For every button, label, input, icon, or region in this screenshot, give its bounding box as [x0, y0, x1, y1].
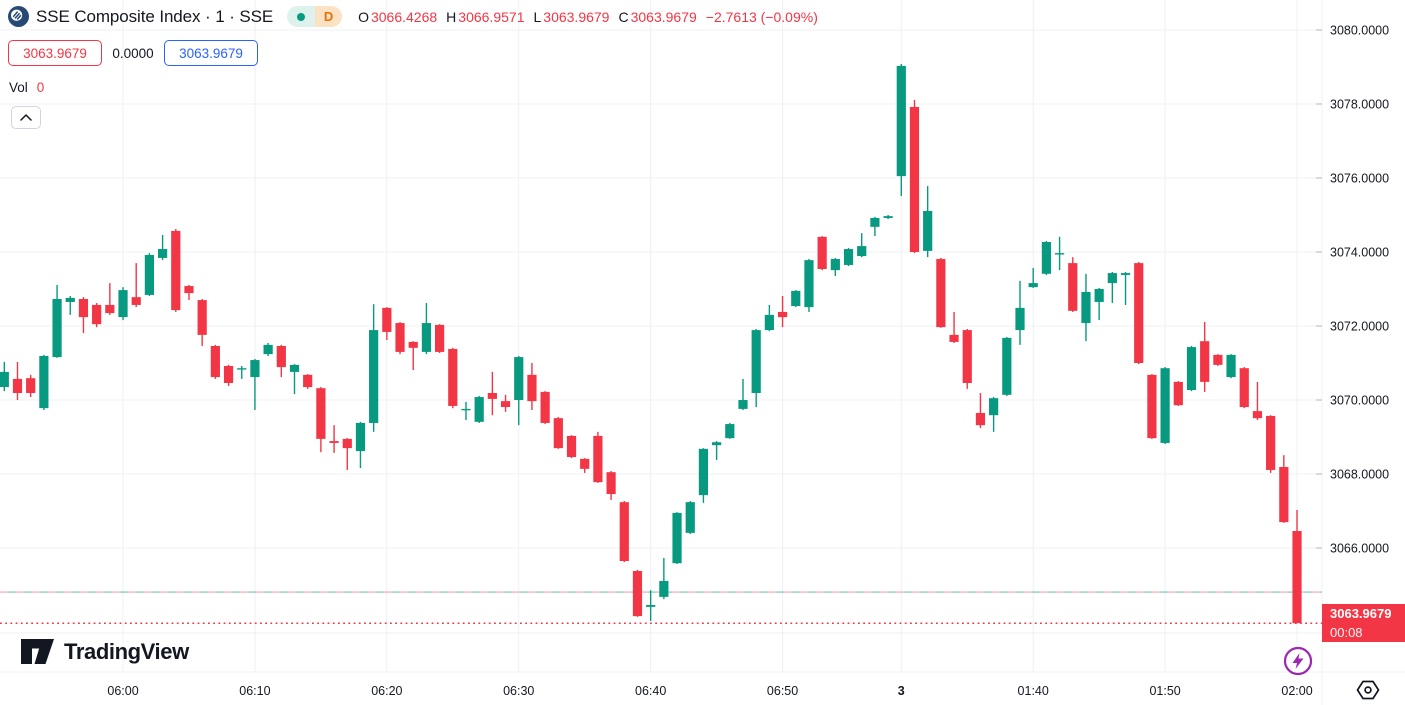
- bar-countdown: 00:08: [1330, 625, 1363, 640]
- hexagon-eye-glyph: [1356, 680, 1380, 700]
- open-label: O: [358, 8, 369, 25]
- svg-text:3070.0000: 3070.0000: [1330, 394, 1389, 408]
- interval-pill[interactable]: D: [287, 6, 343, 27]
- svg-text:3074.0000: 3074.0000: [1330, 246, 1389, 260]
- symbol-title[interactable]: SSE Composite Index · 1 · SSE: [36, 6, 274, 26]
- svg-text:3078.0000: 3078.0000: [1330, 97, 1389, 111]
- instant-trading-button[interactable]: [1282, 645, 1314, 677]
- open-value: 3066.4268: [370, 8, 438, 25]
- close-value: 3063.9679: [630, 8, 697, 25]
- svg-text:06:10: 06:10: [239, 684, 270, 698]
- svg-text:3076.0000: 3076.0000: [1330, 171, 1389, 185]
- buy-price-button[interactable]: 3063.9679: [164, 40, 258, 66]
- svg-text:06:30: 06:30: [503, 684, 534, 698]
- svg-text:3072.0000: 3072.0000: [1330, 320, 1389, 334]
- ohlc-readout: O 3066.4268 H 3066.9571 L 3063.9679 C 30…: [358, 9, 818, 25]
- bid-ask-row: 3063.9679 0.0000 3063.9679: [8, 40, 258, 66]
- last-price-value: 3063.9679: [1330, 606, 1392, 621]
- symbol-row: SSE Composite Index · 1 · SSE D O 3066.4…: [8, 6, 818, 27]
- svg-text:01:40: 01:40: [1018, 684, 1049, 698]
- interval-badge[interactable]: D: [315, 6, 343, 27]
- svg-text:06:20: 06:20: [371, 684, 402, 698]
- high-value: 3066.9571: [458, 8, 525, 25]
- svg-text:06:00: 06:00: [107, 684, 138, 698]
- change-value: −2.7613 (−0.09%): [705, 8, 818, 25]
- spread-value: 0.0000: [112, 45, 154, 61]
- svg-text:3: 3: [898, 684, 905, 698]
- sse-logo-icon: [8, 6, 29, 27]
- low-value: 3063.9679: [543, 8, 610, 25]
- last-price-axis-label: 3063.9679 00:08: [1322, 604, 1405, 642]
- tradingview-wordmark: TradingView: [64, 638, 189, 664]
- lightning-icon: [1283, 646, 1313, 676]
- svg-text:06:40: 06:40: [635, 684, 666, 698]
- volume-label: Vol: [9, 80, 28, 95]
- svg-text:01:50: 01:50: [1149, 684, 1180, 698]
- chevron-up-icon: [20, 114, 32, 121]
- svg-text:3080.0000: 3080.0000: [1330, 23, 1389, 37]
- tradingview-mark-icon: [21, 639, 54, 664]
- market-status-segment: [287, 6, 316, 27]
- svg-text:02:00: 02:00: [1281, 684, 1312, 698]
- low-label: L: [533, 8, 542, 25]
- sell-price-button[interactable]: 3063.9679: [8, 40, 102, 66]
- market-status-dot-icon: [297, 12, 306, 21]
- svg-text:06:50: 06:50: [767, 684, 798, 698]
- collapse-pane-button[interactable]: [11, 106, 41, 129]
- hexagon-eye-icon[interactable]: [1355, 678, 1381, 702]
- svg-text:3066.0000: 3066.0000: [1330, 542, 1389, 556]
- close-label: C: [618, 8, 629, 25]
- volume-value: 0: [36, 80, 45, 95]
- volume-row: Vol 0: [9, 80, 44, 95]
- svg-text:3068.0000: 3068.0000: [1330, 468, 1389, 482]
- tradingview-logo[interactable]: TradingView: [20, 637, 189, 666]
- chart-header: SSE Composite Index · 1 · SSE D O 3066.4…: [8, 6, 818, 129]
- high-label: H: [446, 8, 457, 25]
